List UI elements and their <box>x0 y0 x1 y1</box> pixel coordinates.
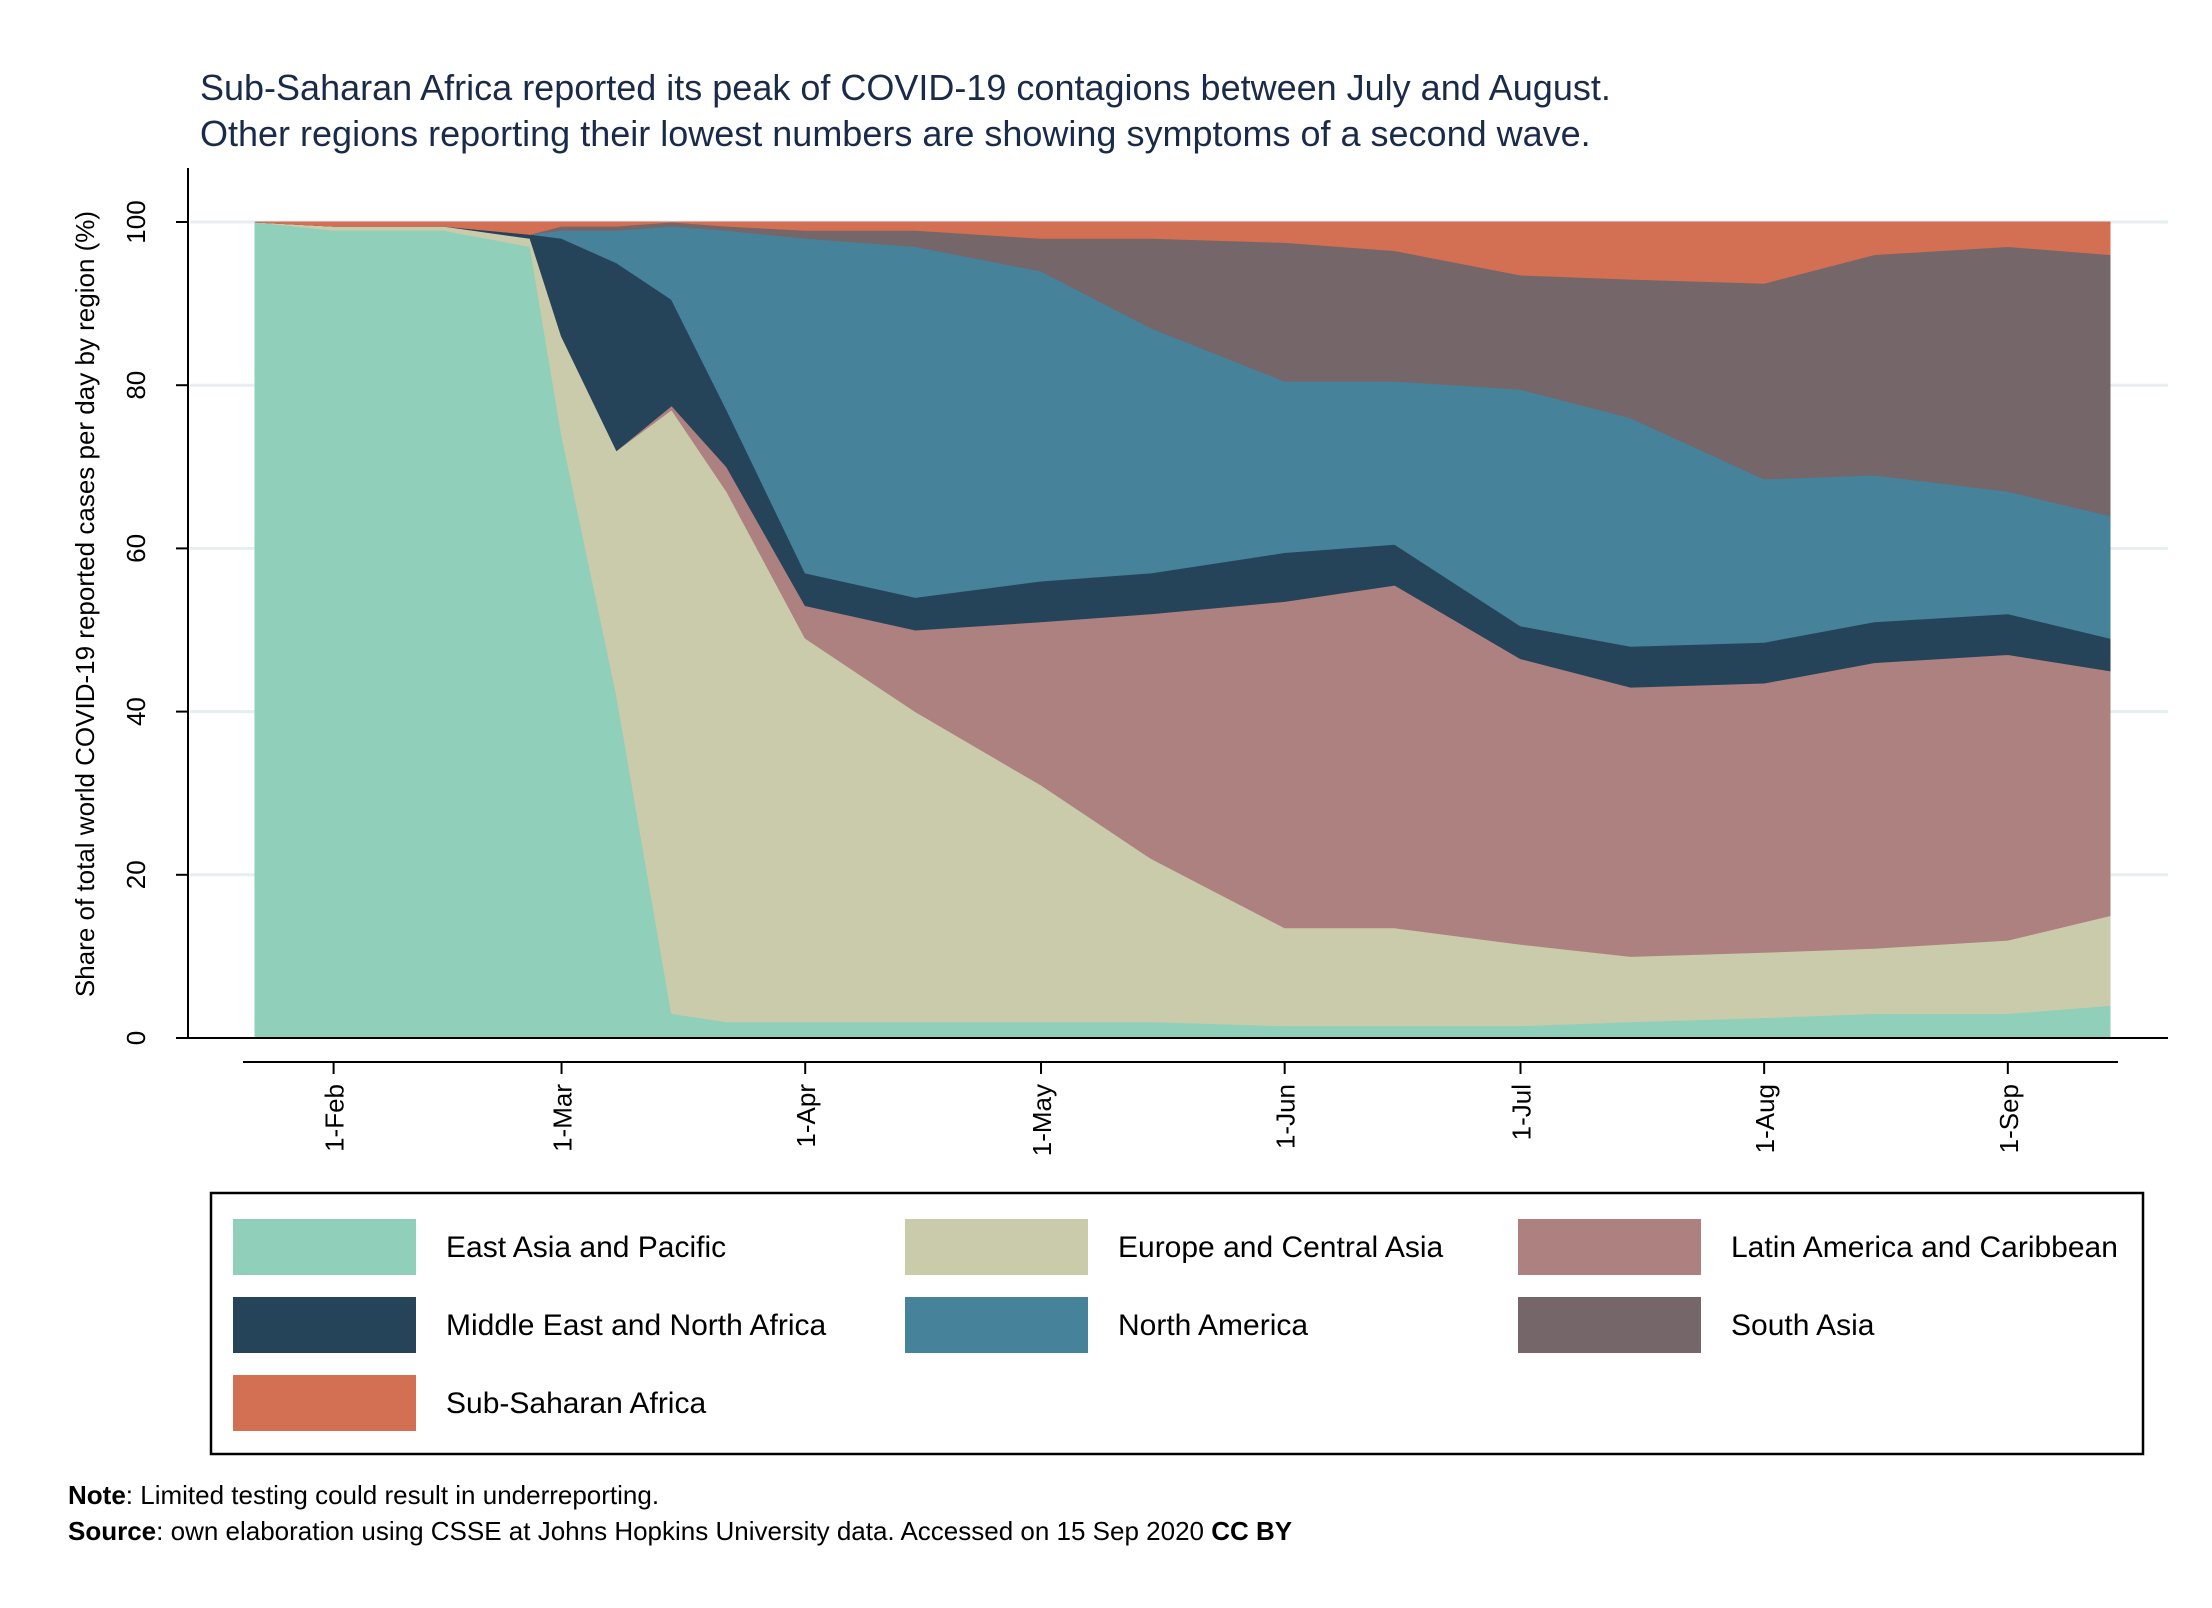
y-tick-label-40: 40 <box>121 697 151 726</box>
legend-swatch-europe-and-central-asia <box>905 1219 1088 1275</box>
legend-label-latin-america-and-caribbean: Latin America and Caribbean <box>1731 1231 2118 1264</box>
x-tick-label-1-Jul: 1-Jul <box>1506 1084 1536 1140</box>
legend-swatch-east-asia-and-pacific <box>233 1219 416 1275</box>
legend-swatch-middle-east-and-north-africa <box>233 1297 416 1353</box>
y-tick-label-60: 60 <box>121 534 151 563</box>
chart-title-line-1: Sub-Saharan Africa reported its peak of … <box>200 67 1611 108</box>
area-layers <box>254 221 2111 1039</box>
legend-label-south-asia: South Asia <box>1731 1309 1875 1342</box>
note-text: : Limited testing could result in underr… <box>126 1480 659 1510</box>
y-tick-label-100: 100 <box>121 200 151 243</box>
legend-label-north-america: North America <box>1118 1309 1308 1342</box>
x-tick-label-1-Jun: 1-Jun <box>1271 1084 1301 1149</box>
y-tick-label-20: 20 <box>121 860 151 889</box>
x-ticks: 1-Feb 1-Mar 1-Apr 1-May 1-Jun 1-Jul 1-Aug 1-Sep <box>320 1062 2024 1156</box>
chart-title-line-2: Other regions reporting their lowest num… <box>200 113 1591 154</box>
legend-swatch-north-america <box>905 1297 1088 1353</box>
legend: East Asia and Pacific Europe and Central … <box>233 1219 2118 1431</box>
legend-swatch-sub-saharan-africa <box>233 1375 416 1431</box>
x-tick-label-1-Feb: 1-Feb <box>320 1084 350 1152</box>
source-text: : own elaboration using CSSE at Johns Ho… <box>156 1516 1211 1546</box>
y-axis-label: Share of total world COVID-19 reported c… <box>70 211 100 997</box>
x-tick-label-1-Sep: 1-Sep <box>1994 1084 2024 1153</box>
y-tick-label-80: 80 <box>121 371 151 400</box>
legend-label-europe-and-central-asia: Europe and Central Asia <box>1118 1231 1444 1264</box>
note-line: Note: Limited testing could result in un… <box>68 1480 659 1510</box>
legend-swatch-south-asia <box>1518 1297 1701 1353</box>
x-tick-label-1-Apr: 1-Apr <box>791 1084 821 1148</box>
source-license: CC BY <box>1211 1516 1292 1546</box>
y-tick-label-0: 0 <box>121 1031 151 1045</box>
legend-box <box>209 1191 2145 1456</box>
legend-label-middle-east-and-north-africa: Middle East and North Africa <box>446 1309 827 1342</box>
note-label: Note <box>68 1480 126 1510</box>
legend-label-sub-saharan-africa: Sub-Saharan Africa <box>446 1387 706 1420</box>
source-label: Source <box>68 1516 156 1546</box>
source-line: Source: own elaboration using CSSE at Jo… <box>68 1516 1292 1546</box>
area-sub-saharan-africa <box>254 221 2111 284</box>
legend-swatch-latin-america-and-caribbean <box>1518 1219 1701 1275</box>
y-ticks: 0 20 40 60 80 100 <box>121 200 188 1045</box>
legend-label-east-asia-and-pacific: East Asia and Pacific <box>446 1231 726 1264</box>
x-tick-label-1-Mar: 1-Mar <box>548 1084 578 1152</box>
x-tick-label-1-Aug: 1-Aug <box>1750 1084 1780 1153</box>
x-tick-label-1-May: 1-May <box>1027 1084 1057 1156</box>
